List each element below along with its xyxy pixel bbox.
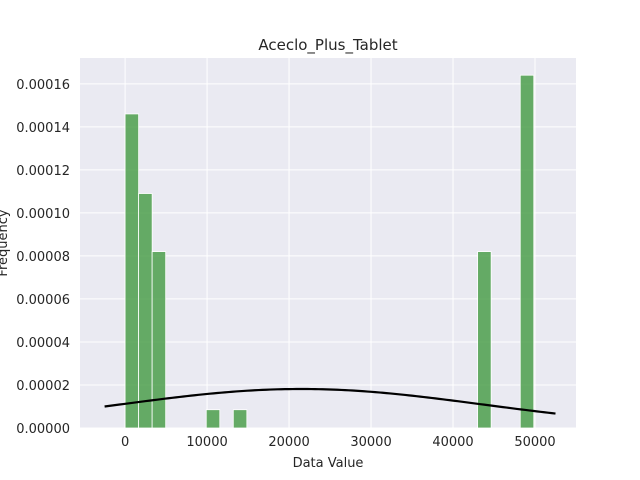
y-tick-label: 0.00014: [16, 121, 70, 136]
x-axis-label: Data Value: [293, 456, 364, 471]
x-axis-ticks: 0 10000 20000 30000 40000 50000: [121, 435, 556, 450]
y-tick-label: 0.00000: [16, 422, 70, 437]
x-tick-label: 50000: [514, 435, 555, 450]
x-tick-label: 30000: [350, 435, 391, 450]
density-curve: [104, 387, 556, 415]
y-axis-label: Frequency: [0, 209, 11, 276]
x-tick-label: 10000: [186, 435, 227, 450]
y-tick-label: 0.00012: [16, 164, 70, 179]
y-tick-label: 0.00016: [16, 78, 70, 93]
x-tick-label: 20000: [268, 435, 309, 450]
histogram-bars: [124, 74, 535, 429]
y-tick-label: 0.00004: [16, 336, 70, 351]
x-tick-label: 0: [121, 435, 129, 450]
histogram-bar: [519, 74, 535, 429]
histogram-bar: [232, 409, 248, 429]
histogram-bar: [205, 409, 221, 429]
histogram-bar: [151, 251, 167, 429]
y-tick-label: 0.00010: [16, 207, 70, 222]
y-tick-label: 0.00006: [16, 293, 70, 308]
histogram-bar: [477, 251, 492, 429]
y-axis-ticks: 0.00000 0.00002 0.00004 0.00006 0.00008 0.000…: [16, 78, 70, 437]
histogram-bar: [138, 193, 153, 429]
x-tick-label: 40000: [432, 435, 473, 450]
y-tick-label: 0.00008: [16, 250, 70, 265]
histogram-bar: [124, 113, 140, 429]
chart-title: Aceclo_Plus_Tablet: [258, 36, 397, 55]
y-tick-label: 0.00002: [16, 379, 70, 394]
